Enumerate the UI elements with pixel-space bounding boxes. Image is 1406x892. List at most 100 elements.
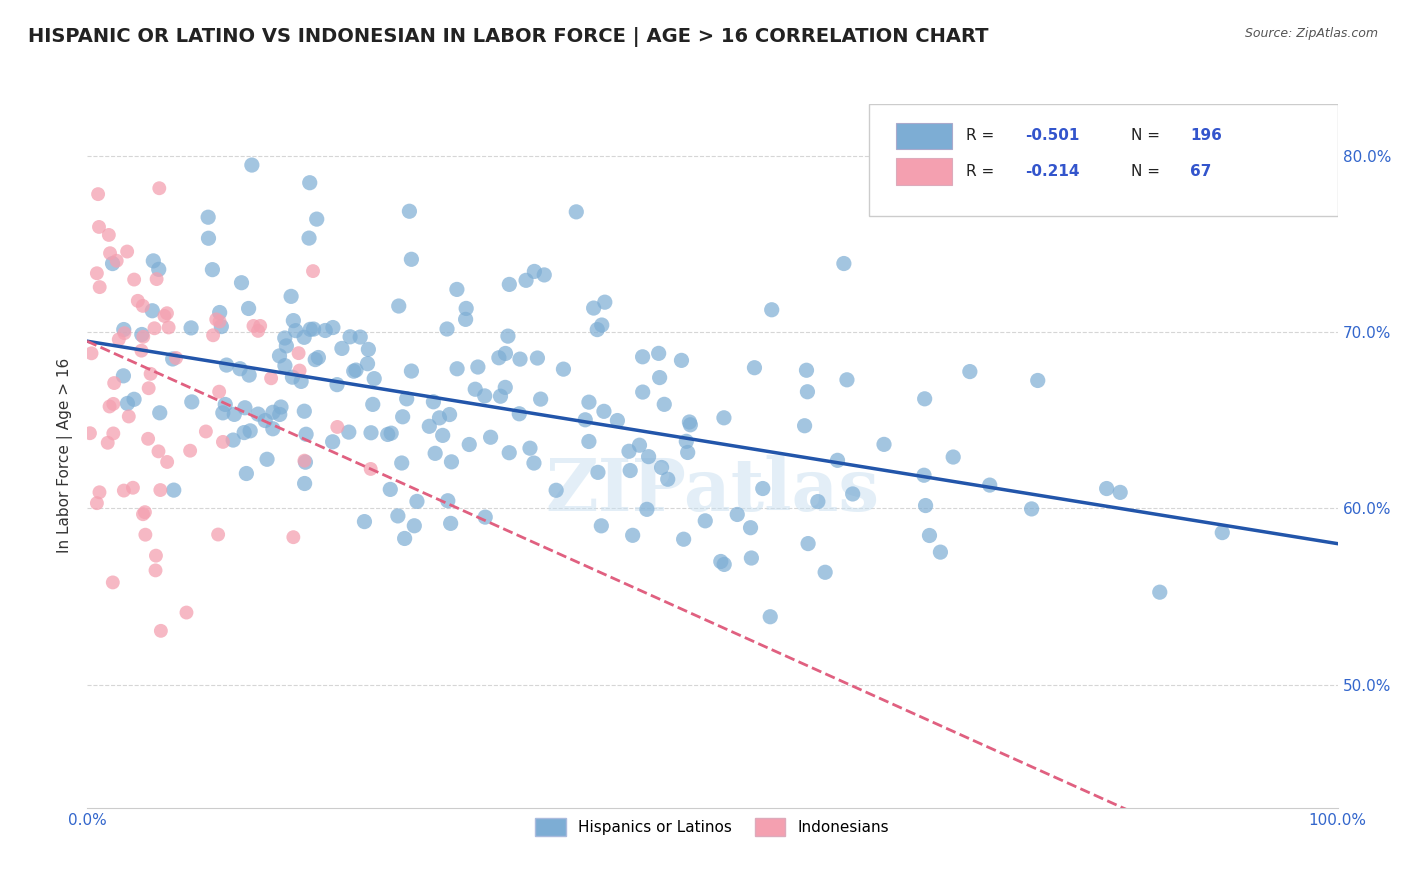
- Point: [326, 420, 349, 434]
- Text: 196: 196: [1189, 128, 1222, 144]
- Point: [440, 516, 463, 531]
- Point: [832, 256, 855, 270]
- Text: -0.214: -0.214: [1025, 163, 1080, 178]
- Point: [270, 400, 292, 414]
- Point: [79, 426, 101, 441]
- Y-axis label: In Labor Force | Age > 16: In Labor Force | Age > 16: [58, 358, 73, 553]
- Point: [283, 530, 305, 544]
- Point: [131, 343, 153, 358]
- Text: 67: 67: [1189, 163, 1212, 178]
- Point: [148, 262, 170, 277]
- Point: [304, 352, 326, 367]
- Point: [349, 330, 371, 344]
- Point: [330, 342, 353, 356]
- Point: [343, 364, 366, 378]
- Point: [208, 314, 231, 328]
- Point: [740, 521, 762, 535]
- Point: [305, 212, 328, 227]
- Point: [224, 408, 246, 422]
- FancyBboxPatch shape: [869, 103, 1337, 216]
- Point: [229, 361, 252, 376]
- Point: [636, 502, 658, 516]
- Point: [294, 455, 316, 469]
- Text: N =: N =: [1132, 128, 1166, 144]
- Point: [391, 456, 413, 470]
- Point: [578, 395, 600, 409]
- Point: [214, 397, 236, 411]
- Point: [322, 434, 344, 449]
- Point: [841, 487, 863, 501]
- Point: [281, 370, 304, 384]
- Point: [117, 396, 139, 410]
- Point: [249, 318, 271, 333]
- Point: [710, 554, 733, 568]
- Point: [796, 384, 818, 399]
- Point: [247, 324, 270, 338]
- Point: [398, 204, 420, 219]
- Point: [1109, 485, 1132, 500]
- Point: [361, 397, 384, 411]
- Point: [101, 256, 124, 270]
- Point: [86, 266, 108, 280]
- Point: [360, 425, 382, 440]
- Point: [621, 528, 644, 542]
- Point: [238, 301, 260, 316]
- Point: [530, 392, 553, 406]
- Point: [143, 321, 166, 335]
- Point: [231, 276, 253, 290]
- Point: [112, 368, 135, 383]
- Point: [533, 268, 555, 282]
- Point: [395, 392, 418, 406]
- Point: [546, 483, 568, 498]
- Point: [197, 231, 219, 245]
- Point: [648, 370, 671, 384]
- Point: [474, 389, 496, 403]
- Point: [523, 456, 546, 470]
- Point: [725, 508, 748, 522]
- Point: [132, 330, 155, 344]
- Point: [134, 527, 156, 541]
- Point: [295, 427, 318, 442]
- Point: [759, 609, 782, 624]
- Point: [162, 351, 184, 366]
- Point: [339, 330, 361, 344]
- Point: [793, 418, 815, 433]
- Point: [672, 533, 695, 547]
- Point: [496, 329, 519, 343]
- Point: [156, 306, 179, 320]
- Point: [131, 327, 153, 342]
- Point: [1021, 502, 1043, 516]
- Point: [274, 331, 297, 345]
- Point: [302, 264, 325, 278]
- Point: [377, 427, 399, 442]
- Point: [202, 328, 225, 343]
- Point: [360, 462, 382, 476]
- Point: [380, 483, 402, 497]
- Text: HISPANIC OR LATINO VS INDONESIAN IN LABOR FORCE | AGE > 16 CORRELATION CHART: HISPANIC OR LATINO VS INDONESIAN IN LABO…: [28, 27, 988, 46]
- Point: [912, 468, 935, 483]
- Point: [495, 346, 517, 360]
- Point: [98, 246, 121, 260]
- Point: [744, 360, 766, 375]
- Point: [1211, 525, 1233, 540]
- Point: [565, 204, 588, 219]
- Point: [827, 453, 849, 467]
- Point: [676, 445, 699, 459]
- Point: [122, 481, 145, 495]
- Point: [103, 376, 125, 390]
- Point: [651, 460, 673, 475]
- Text: ZIPatlas: ZIPatlas: [546, 455, 879, 526]
- Point: [508, 407, 530, 421]
- Point: [593, 295, 616, 310]
- Point: [440, 455, 463, 469]
- Point: [294, 476, 316, 491]
- Point: [97, 435, 120, 450]
- Point: [132, 299, 155, 313]
- Point: [498, 446, 520, 460]
- Point: [156, 455, 179, 469]
- Point: [307, 351, 329, 365]
- Text: -0.501: -0.501: [1025, 128, 1080, 144]
- Point: [211, 406, 233, 420]
- Point: [89, 485, 111, 500]
- Point: [353, 515, 375, 529]
